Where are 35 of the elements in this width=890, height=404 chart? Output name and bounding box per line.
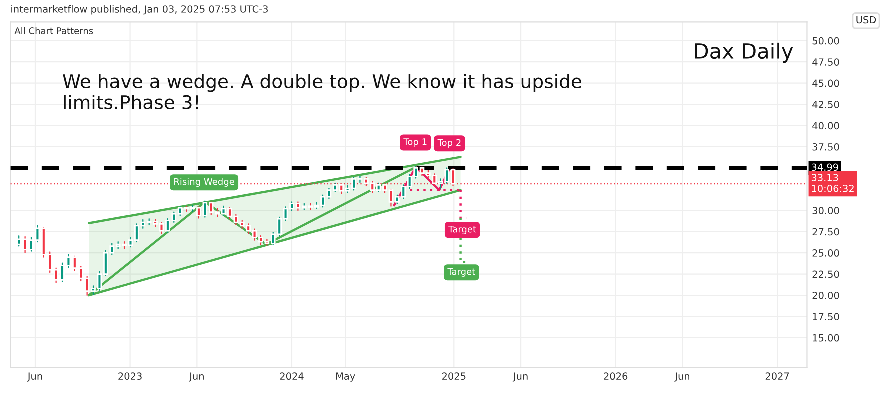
x-tick-label: 2026 bbox=[604, 372, 628, 380]
y-tick-label: 20.00 bbox=[812, 292, 840, 300]
text: intermarketflow published, Jan 03, 2025 07:53 UTC-3 bbox=[12, 5, 268, 15]
x-tick-label: Jun bbox=[512, 372, 528, 382]
annotation: Target bbox=[448, 268, 476, 277]
text: Dax Daily bbox=[695, 42, 794, 64]
y-tick-label: 15.00 bbox=[813, 334, 840, 342]
x-tick-label: 2027 bbox=[766, 372, 790, 380]
ref-line-label: 33.13 10:06:32 bbox=[812, 174, 854, 192]
annotation: Target bbox=[448, 226, 476, 235]
y-tick-label: 37.50 bbox=[812, 143, 840, 151]
ref-line-label: 34.99 bbox=[812, 164, 838, 172]
y-tick-label: 50.00 bbox=[812, 37, 840, 45]
annotation: Rising Wedge bbox=[174, 178, 234, 187]
annotation: Top 1 bbox=[404, 138, 427, 148]
y-tick-label: 17.50 bbox=[813, 313, 840, 321]
y-tick-label: 47.50 bbox=[812, 58, 840, 66]
y-tick-label: 27.50 bbox=[812, 228, 840, 236]
x-tick-label: Jun bbox=[27, 372, 42, 382]
y-tick-label: 30.00 bbox=[812, 207, 840, 214]
text: We have a wedge. A double top. We know it has upside limits.Phase 3! bbox=[63, 74, 582, 110]
y-tick-label: 42.50 bbox=[812, 101, 840, 108]
y-tick-label: 25.00 bbox=[812, 250, 840, 257]
y-tick-label: 22.50 bbox=[812, 270, 840, 278]
y-tick-label: 45.00 bbox=[812, 80, 840, 88]
x-tick-label: 2023 bbox=[118, 372, 142, 380]
x-tick-label: Jun bbox=[674, 372, 690, 382]
x-tick-label: 2024 bbox=[280, 372, 304, 380]
annotation: Top 2 bbox=[438, 139, 461, 148]
x-tick-label: May bbox=[336, 372, 356, 382]
annotation: All Chart Patterns bbox=[14, 27, 94, 34]
y-axis-title: USD bbox=[856, 16, 876, 24]
x-tick-label: 2025 bbox=[442, 372, 466, 380]
y-tick-label: 40.00 bbox=[812, 122, 840, 130]
x-tick-label: Jun bbox=[189, 372, 204, 382]
